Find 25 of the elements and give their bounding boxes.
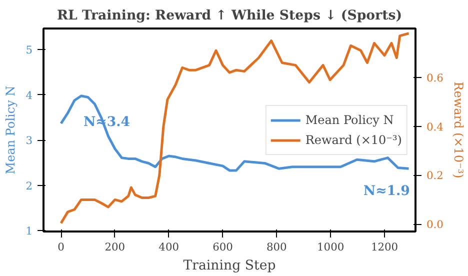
- y2-tick-label: 0.2: [426, 169, 444, 182]
- y-tick-label: 2: [26, 179, 32, 192]
- y2-axis-title: Reward (×10⁻³): [451, 82, 466, 178]
- line-series: [60, 94, 410, 172]
- y2-tick-label: 0.4: [426, 120, 444, 134]
- legend-label: Reward (×10⁻³): [305, 132, 402, 146]
- y2-tick-label: 0.0: [426, 218, 444, 232]
- y-axis-title: Mean Policy N: [4, 86, 18, 174]
- x-tick-label: 1000: [317, 240, 344, 254]
- y-tick-label: 5: [26, 44, 32, 57]
- x-tick-label: 1200: [370, 240, 398, 254]
- x-axis-title: Training Step: [183, 258, 276, 274]
- x-tick-label: 800: [266, 240, 288, 254]
- legend-label: Mean Policy N: [305, 112, 394, 126]
- x-tick-label: 200: [104, 240, 126, 254]
- line-series: [60, 32, 410, 224]
- y2-tick-label: 0.6: [426, 71, 444, 84]
- y-tick-label: 1: [26, 224, 32, 238]
- chart-title: RL Training: Reward ↑ While Steps ↓ (Sports): [56, 8, 402, 24]
- x-tick-label: 0: [58, 240, 65, 254]
- y-tick-label: 4: [26, 88, 33, 102]
- y-tick-label: 3: [26, 134, 32, 148]
- x-tick-label: 600: [212, 240, 234, 254]
- x-tick-label: 400: [158, 240, 180, 254]
- annotation: N≈1.9: [363, 182, 410, 199]
